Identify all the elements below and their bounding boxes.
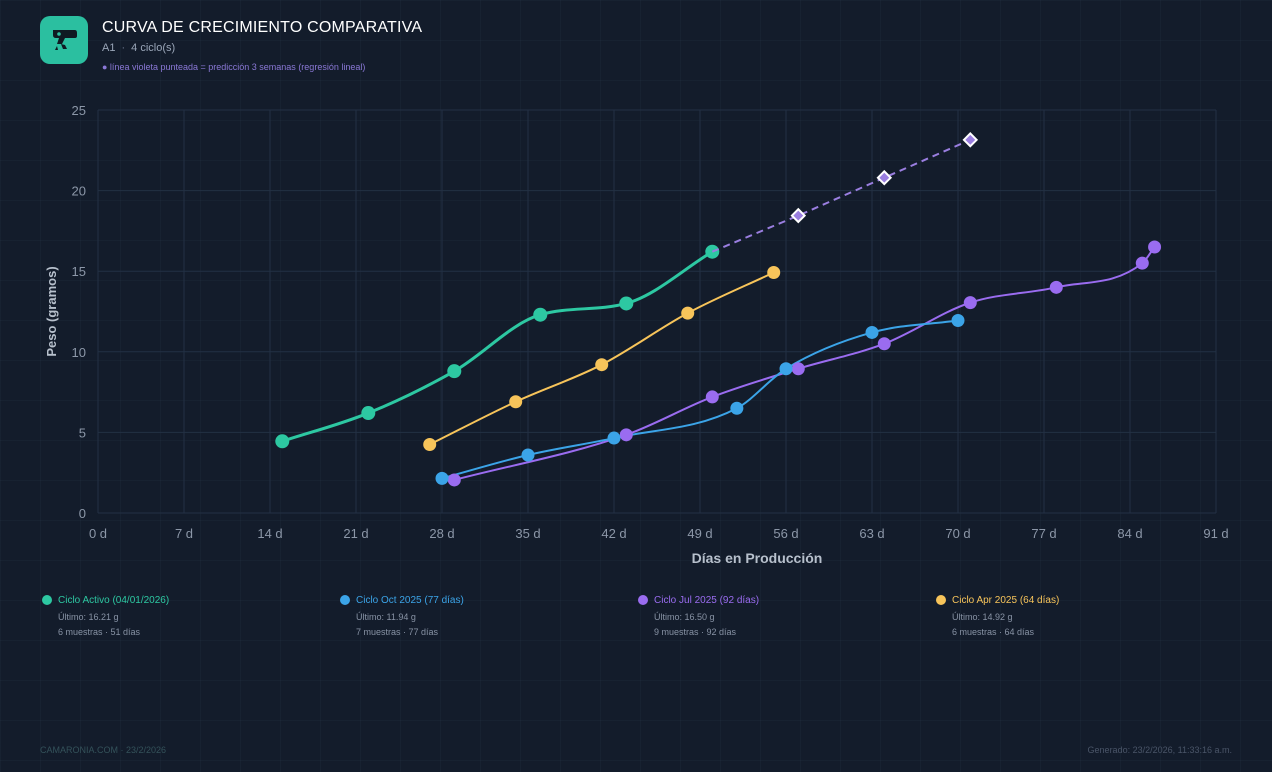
cycle-count: 4 ciclo(s)	[131, 42, 176, 54]
data-point	[877, 337, 891, 351]
legend-last-value: Último: 16.50 g	[654, 612, 715, 622]
data-point	[595, 358, 609, 372]
legend-last-value: Último: 14.92 g	[952, 612, 1013, 622]
legend-label: Ciclo Activo (04/01/2026)	[58, 594, 170, 606]
legend-last-value: Último: 16.21 g	[58, 612, 119, 622]
data-point	[779, 362, 793, 376]
y-axis-label: Peso (gramos)	[44, 266, 59, 356]
x-tick-label: 56 d	[773, 526, 798, 541]
legend-item[interactable]: Ciclo Apr 2025 (64 días) Último: 14.92 g…	[936, 592, 1196, 638]
data-point	[767, 265, 781, 279]
legend-dot	[936, 595, 946, 605]
data-point	[521, 448, 535, 462]
series-line	[280, 250, 714, 443]
legend-label: Ciclo Apr 2025 (64 días)	[952, 594, 1060, 606]
x-tick-label: 84 d	[1117, 526, 1142, 541]
y-tick-label: 10	[72, 345, 86, 360]
data-point	[963, 296, 977, 310]
axes: 0 d 7 d 14 d 21 d 28 d 35 d 42 d 49 d 56 d 63 d 70…	[44, 103, 1229, 566]
legend-item[interactable]: Ciclo Oct 2025 (77 días) Último: 11.94 g…	[340, 592, 600, 638]
x-tick-label: 0 d	[89, 526, 107, 541]
footer-generated: Generado: 23/2/2026, 11:33:16 a.m.	[1087, 745, 1232, 755]
data-point	[951, 314, 965, 328]
data-point	[619, 296, 634, 311]
data-point	[619, 428, 633, 442]
data-point	[275, 434, 290, 449]
data-point	[509, 395, 523, 409]
x-tick-label: 91 d	[1203, 526, 1228, 541]
legend-dot	[340, 595, 350, 605]
legend-last-value: Último: 11.94 g	[356, 612, 416, 622]
data-point	[361, 406, 376, 421]
prediction-point	[876, 169, 893, 186]
series	[275, 240, 1162, 487]
x-tick-label: 35 d	[515, 526, 540, 541]
legend-meta: 6 muestras · 51 días	[58, 627, 141, 637]
page-title: CURVA DE CRECIMIENTO COMPARATIVA	[102, 19, 423, 36]
prediction-note: ● línea violeta punteada = predicción 3 …	[102, 62, 366, 72]
separator: ·	[121, 42, 126, 54]
data-point	[423, 437, 437, 451]
footer-brand: CAMARONIA.COM · 23/2/2026	[40, 745, 167, 755]
prediction-line	[711, 138, 971, 253]
legend-meta: 6 muestras · 64 días	[952, 627, 1035, 637]
data-point	[435, 471, 449, 485]
data-point	[1049, 280, 1063, 294]
shrimp-logo-icon	[40, 16, 88, 64]
x-tick-label: 70 d	[945, 526, 970, 541]
pond-name: A1	[102, 42, 116, 54]
x-tick-label: 63 d	[859, 526, 884, 541]
x-axis-label: Días en Producción	[692, 550, 823, 566]
page-subtitle: A1 · 4 ciclo(s)	[102, 42, 175, 54]
legend-item[interactable]: Ciclo Jul 2025 (92 días) Último: 16.50 g…	[638, 592, 898, 638]
data-point	[791, 362, 805, 376]
data-point	[730, 401, 744, 415]
series-line	[453, 246, 1156, 481]
x-tick-label: 21 d	[343, 526, 368, 541]
legend-label: Ciclo Jul 2025 (92 días)	[654, 594, 760, 606]
data-point	[1135, 256, 1149, 270]
data-point	[533, 307, 548, 322]
prediction-point	[962, 132, 979, 148]
x-tick-label: 14 d	[257, 526, 282, 541]
x-tick-label: 28 d	[429, 526, 454, 541]
prediction	[711, 132, 979, 253]
y-tick-label: 15	[72, 264, 86, 279]
legend-item[interactable]: Ciclo Activo (04/01/2026) Último: 16.21 …	[42, 592, 302, 638]
data-point	[447, 364, 462, 379]
x-tick-label: 42 d	[601, 526, 626, 541]
x-tick-label: 7 d	[175, 526, 193, 541]
legend: Ciclo Activo (04/01/2026) Último: 16.21 …	[0, 592, 1272, 652]
growth-chart: 0 d 7 d 14 d 21 d 28 d 35 d 42 d 49 d 56 d 63 d 70…	[44, 103, 1229, 566]
legend-label: Ciclo Oct 2025 (77 días)	[356, 594, 464, 606]
prediction-point	[790, 207, 807, 224]
data-point	[447, 473, 461, 487]
x-tick-label: 77 d	[1031, 526, 1056, 541]
data-point	[607, 431, 621, 445]
y-tick-label: 5	[79, 425, 86, 440]
grid	[97, 109, 1217, 514]
y-tick-label: 0	[79, 506, 86, 521]
data-point	[865, 325, 879, 339]
legend-dot	[638, 595, 648, 605]
legend-dot	[42, 595, 52, 605]
y-tick-label: 25	[72, 103, 86, 118]
data-point	[681, 306, 695, 320]
legend-meta: 9 muestras · 92 días	[654, 627, 737, 637]
x-tick-label: 49 d	[687, 526, 712, 541]
y-tick-label: 20	[72, 184, 86, 199]
data-point	[1148, 240, 1162, 254]
legend-meta: 7 muestras · 77 días	[356, 627, 439, 637]
data-point	[705, 390, 719, 404]
